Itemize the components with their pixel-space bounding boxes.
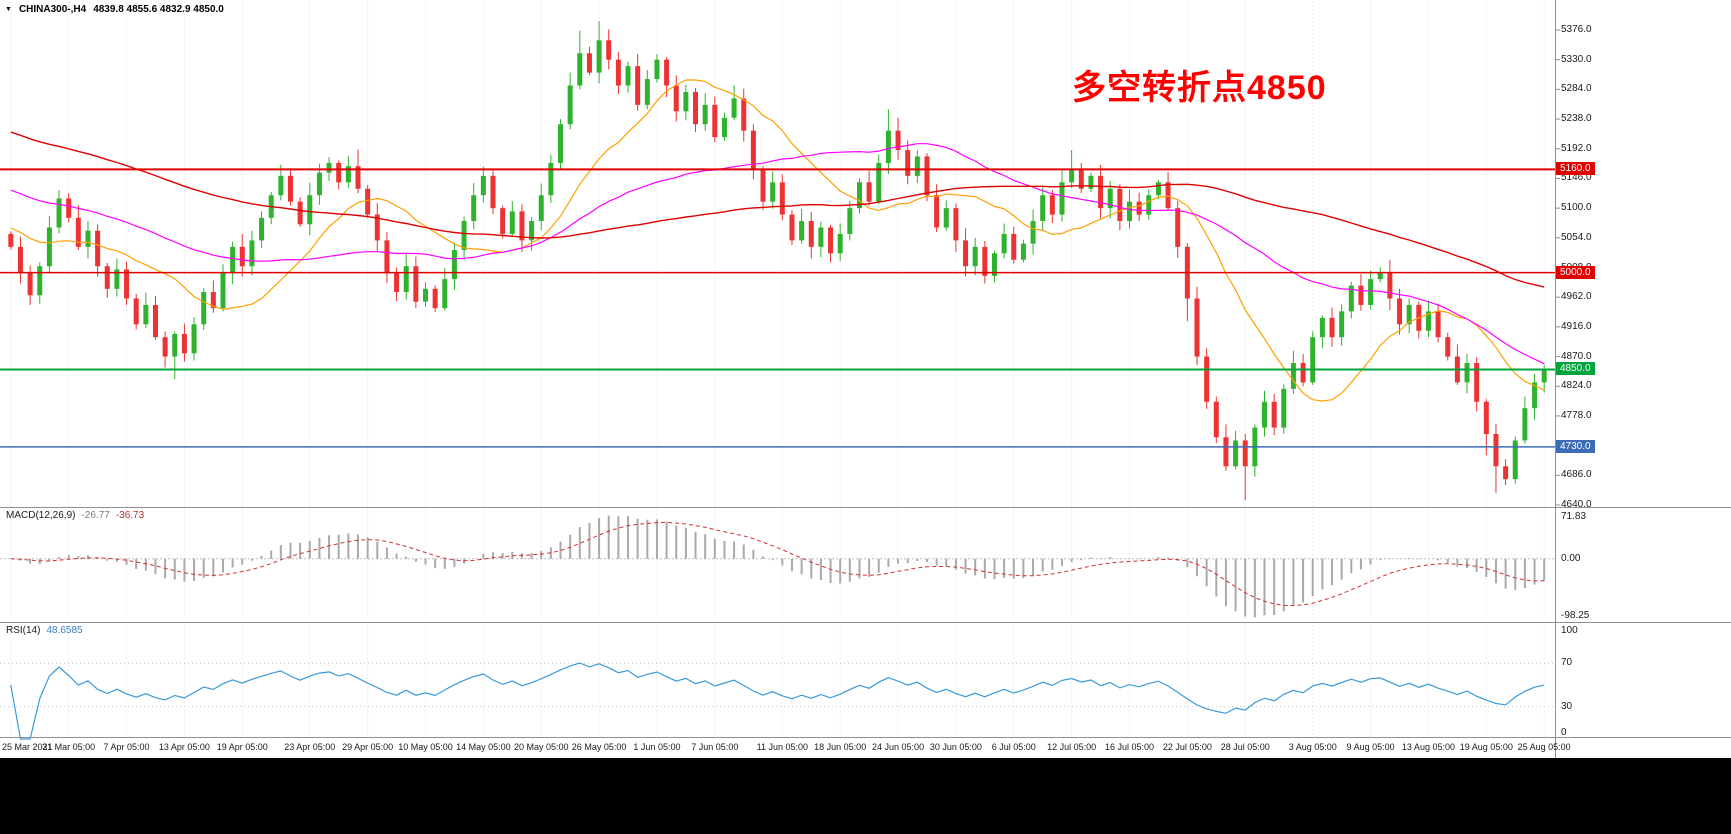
time-tick-label: 24 Jun 05:00 — [872, 742, 925, 752]
macd-axis-label: 0.00 — [1561, 552, 1581, 564]
price-tag-5000.0[interactable]: 5000.0 — [1556, 266, 1595, 279]
time-tick-label: 19 Apr 05:00 — [216, 742, 268, 752]
time-tick-label: 6 Jul 05:00 — [991, 742, 1036, 752]
price-tag-4850.0[interactable]: 4850.0 — [1556, 362, 1595, 375]
annotation-text: 多空转折点4850 — [1072, 69, 1327, 107]
rsi-value: 48.6585 — [46, 625, 83, 636]
price-tick-label: 5238.0 — [1561, 113, 1592, 125]
symbol-name: CHINA300-,H4 — [18, 4, 87, 15]
price-tick-label: 4778.0 — [1561, 409, 1592, 421]
price-tick-label: 5054.0 — [1561, 231, 1592, 243]
rsi-axis-label: 0 — [1561, 727, 1567, 738]
macd-signal-value: -36.73 — [115, 510, 145, 521]
price-tick-label: 5192.0 — [1561, 142, 1592, 154]
time-tick-label: 14 May 05:00 — [456, 742, 511, 752]
ma-line-80 — [10, 131, 1545, 288]
time-tick-label: 18 Jun 05:00 — [814, 742, 867, 752]
rsi-axis-label: 30 — [1561, 700, 1573, 712]
rsi-name: RSI(14) — [6, 625, 41, 636]
price-tick-label: 4916.0 — [1561, 320, 1592, 332]
time-tick-label: 11 Jun 05:00 — [756, 742, 809, 752]
macd-main-value: -26.77 — [81, 510, 110, 521]
price-tick-label: 5146.0 — [1561, 172, 1592, 184]
symbol-ohlc-values: 4839.8 4855.6 4832.9 4850.0 — [93, 4, 224, 15]
rsi-axis-label: 100 — [1561, 625, 1578, 636]
price-tick-label: 4686.0 — [1561, 469, 1592, 481]
grid-layer — [10, 2, 1545, 737]
time-tick-label: 25 Aug 05:00 — [1517, 742, 1571, 752]
time-tick-label: 1 Jun 05:00 — [633, 742, 681, 752]
bottom-bar — [0, 758, 1731, 834]
ma-line-40 — [10, 143, 1545, 365]
time-tick-label: 28 Jul 05:00 — [1220, 742, 1270, 752]
moving-averages-layer — [10, 79, 1545, 402]
time-tick-label: 22 Jul 05:00 — [1162, 742, 1212, 752]
time-tick-label: 9 Aug 05:00 — [1346, 742, 1395, 752]
time-tick-label: 7 Apr 05:00 — [103, 742, 150, 752]
time-tick-label: 7 Jun 05:00 — [691, 742, 739, 752]
macd-axis-label: 71.83 — [1561, 511, 1587, 522]
time-tick-label: 26 May 05:00 — [571, 742, 627, 752]
time-tick-label: 12 Jul 05:00 — [1047, 742, 1097, 752]
ma-line-14 — [10, 79, 1545, 402]
price-tick-label: 5284.0 — [1561, 83, 1592, 95]
time-tick-label: 3 Aug 05:00 — [1288, 742, 1337, 752]
price-tick-label: 4962.0 — [1561, 291, 1592, 303]
time-tick-label: 19 Aug 05:00 — [1459, 742, 1513, 752]
time-tick-label: 31 Mar 05:00 — [42, 742, 96, 752]
price-tick-label: 5330.0 — [1561, 53, 1592, 65]
macd-layer — [0, 515, 1555, 618]
time-tick-label: 10 May 05:00 — [398, 742, 453, 752]
macd-signal-line — [10, 521, 1545, 607]
price-tick-label: 5100.0 — [1561, 202, 1592, 214]
price-scale[interactable]: 5376.0 5330.0 5284.0 5238.0 5192.0 5146.0 5100… — [1556, 0, 1731, 758]
price-tick-label: 4824.0 — [1561, 380, 1592, 392]
macd-name: MACD(12,26,9) — [6, 510, 76, 521]
frame-layer — [0, 0, 1731, 758]
time-tick-label: 23 Apr 05:00 — [284, 742, 336, 752]
time-tick-label: 25 Mar 2021 — [2, 742, 53, 752]
price-tick-label: 4640.0 — [1561, 499, 1592, 510]
price-tick-label: 5376.0 — [1561, 24, 1592, 35]
hlines-layer — [0, 168, 1555, 448]
price-tick-label: 4870.0 — [1561, 350, 1592, 362]
time-tick-label: 16 Jul 05:00 — [1104, 742, 1155, 752]
time-tick-label: 29 Apr 05:00 — [342, 742, 394, 752]
time-tick-label: 30 Jun 05:00 — [929, 742, 982, 752]
price-tag-5160.0[interactable]: 5160.0 — [1556, 162, 1595, 175]
symbol-dropdown-icon[interactable]: ▼ — [5, 5, 12, 13]
rsi-line — [10, 662, 1545, 740]
macd-axis-label: -98.25 — [1561, 610, 1590, 621]
time-tick-label: 13 Aug 05:00 — [1401, 742, 1455, 752]
rsi-indicator-label: RSI(14) 48.6585 — [6, 625, 83, 636]
macd-indicator-label: MACD(12,26,9) -26.77 -36.73 — [6, 510, 144, 521]
rsi-layer — [0, 662, 1555, 740]
symbol-info-line: ▼ CHINA300-,H4 4839.8 4855.6 4832.9 4850… — [5, 4, 224, 15]
time-tick-label: 20 May 05:00 — [513, 742, 569, 752]
time-scale[interactable]: 25 Mar 2021 31 Mar 05:00 7 Apr 05:00 13 Apr… — [0, 739, 1731, 758]
rsi-axis-label: 70 — [1561, 657, 1573, 669]
price-tag-4730.0[interactable]: 4730.0 — [1556, 440, 1595, 453]
time-tick-label: 13 Apr 05:00 — [158, 742, 210, 752]
